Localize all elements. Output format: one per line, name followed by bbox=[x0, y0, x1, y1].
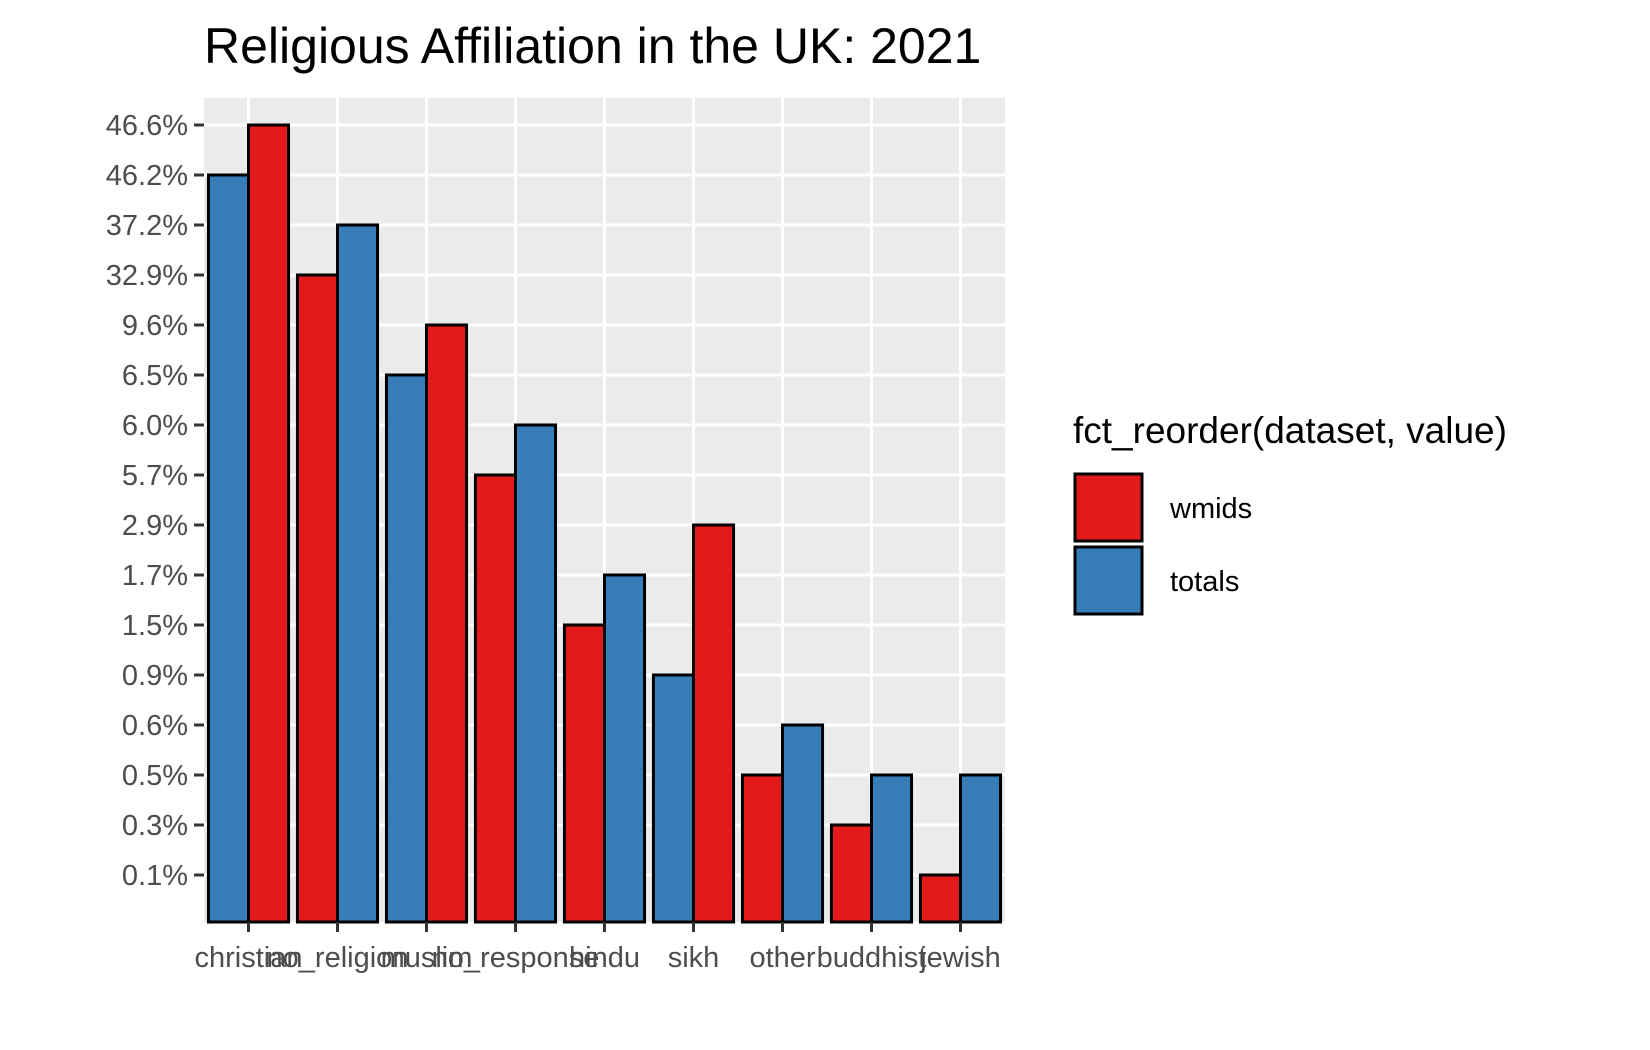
y-tick-label: 0.6% bbox=[122, 710, 188, 742]
bar-no_religion-wmids bbox=[295, 273, 340, 924]
legend-label-wmids: wmids bbox=[1169, 493, 1252, 525]
legend-label-totals: totals bbox=[1170, 566, 1239, 598]
y-tick-label: 32.9% bbox=[106, 260, 188, 292]
bar-muslim-wmids bbox=[425, 323, 469, 924]
bar-no_response-totals bbox=[514, 423, 558, 924]
bar-no_response-wmids bbox=[473, 473, 518, 924]
y-tick-label: 46.2% bbox=[106, 160, 188, 192]
bar-sikh-totals bbox=[651, 673, 696, 924]
y-tick-label: 1.7% bbox=[122, 560, 188, 592]
bar-christian-totals bbox=[206, 173, 250, 924]
bar-muslim-totals bbox=[384, 373, 429, 924]
y-tick-label: 0.3% bbox=[122, 810, 188, 842]
legend: fct_reorder(dataset, value) wmids totals bbox=[1073, 410, 1507, 616]
x-tick-label: hindu bbox=[569, 942, 640, 974]
legend-title: fct_reorder(dataset, value) bbox=[1073, 410, 1507, 451]
y-tick-label: 9.6% bbox=[122, 310, 188, 342]
bar-other-totals bbox=[781, 723, 825, 924]
x-tick-label: muslim bbox=[381, 942, 473, 974]
y-tick-label: 6.0% bbox=[122, 410, 188, 442]
chart-title: Religious Affiliation in the UK: 2021 bbox=[204, 18, 981, 74]
bar-christian-wmids bbox=[247, 123, 291, 924]
x-tick-label: buddhist bbox=[817, 942, 927, 974]
y-tick-label: 6.5% bbox=[122, 360, 188, 392]
x-tick-label: christian bbox=[195, 942, 303, 974]
y-tick-label: 0.1% bbox=[122, 860, 188, 892]
bar-sikh-wmids bbox=[692, 523, 736, 924]
y-tick-label: 37.2% bbox=[106, 210, 188, 242]
y-tick-label: 1.5% bbox=[122, 610, 188, 642]
bar-other-wmids bbox=[740, 773, 785, 924]
plot-panel: 0.1% 0.3% 0.5% 0.6% 0.9% 1.5% 1.7% 2.9% 5.7% 6.0%… bbox=[106, 98, 1005, 974]
y-tick-label: 2.9% bbox=[122, 510, 188, 542]
y-tick-label: 0.5% bbox=[122, 760, 188, 792]
bar-jewish-totals bbox=[959, 773, 1003, 924]
bar-hindu-totals bbox=[603, 573, 647, 924]
bar-jewish-wmids bbox=[918, 873, 963, 924]
bar-buddhist-wmids bbox=[829, 823, 874, 924]
legend-key-totals bbox=[1073, 545, 1144, 616]
x-tick-label: other bbox=[749, 942, 815, 974]
bar-hindu-wmids bbox=[562, 623, 607, 924]
x-tick-label: jewish bbox=[919, 942, 1001, 974]
x-tick-label: sikh bbox=[668, 942, 720, 974]
y-tick-label: 0.9% bbox=[122, 660, 188, 692]
bar-buddhist-totals bbox=[870, 773, 914, 924]
bar-no_religion-totals bbox=[336, 223, 380, 924]
legend-key-wmids bbox=[1073, 472, 1144, 543]
x-tick-label: no_response bbox=[432, 942, 600, 974]
y-tick-label: 46.6% bbox=[106, 110, 188, 142]
y-tick-label: 5.7% bbox=[122, 460, 188, 492]
x-tick-label: no_religion bbox=[267, 942, 409, 974]
